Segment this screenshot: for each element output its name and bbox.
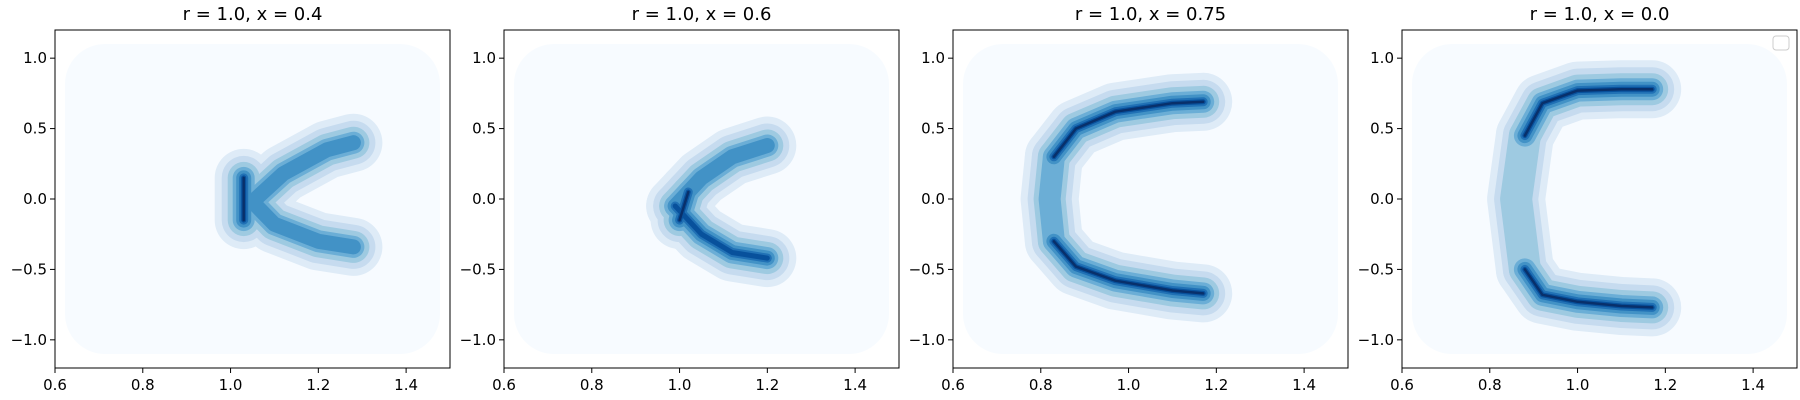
density-contour — [1052, 240, 1205, 295]
density-contour — [245, 135, 361, 210]
x-tick-label: 0.8 — [1029, 376, 1053, 394]
chart-panel: 0.6 0.8 1.0 1.2 1.4 −1.0 −0.5 0.0 0.5 1.0 r = 1.0,… — [1358, 4, 1798, 394]
y-tick-label: 0.5 — [921, 120, 945, 138]
y-tick-label: −1.0 — [11, 331, 47, 349]
density-contour — [1500, 119, 1541, 286]
y-tick-label: 0.5 — [1370, 120, 1394, 138]
y-tick-label: 1.0 — [23, 49, 47, 67]
y-tick-label: −0.5 — [460, 260, 496, 278]
density-contour — [672, 203, 770, 261]
y-tick-label: −0.5 — [909, 260, 945, 278]
contour-region — [514, 44, 889, 354]
x-tick-label: 1.2 — [1653, 376, 1677, 394]
x-tick-label: 0.6 — [492, 376, 516, 394]
density-contour — [1052, 100, 1205, 159]
y-tick-label: 0.0 — [23, 190, 47, 208]
x-tick-label: 1.2 — [755, 376, 779, 394]
panel-title: r = 1.0, x = 0.4 — [183, 4, 323, 25]
y-tick-label: 0.5 — [23, 120, 47, 138]
x-tick-label: 1.4 — [1741, 376, 1765, 394]
y-tick-label: 1.0 — [921, 49, 945, 67]
panel-title: r = 1.0, x = 0.0 — [1530, 4, 1670, 25]
chart-panel: 0.6 0.8 1.0 1.2 1.4 −1.0 −0.5 0.0 0.5 1.0 r = 1.0,… — [909, 4, 1349, 394]
y-tick-label: −1.0 — [460, 331, 496, 349]
contour-region — [1412, 44, 1787, 354]
legend-box — [1772, 35, 1790, 51]
x-tick-label: 0.8 — [1478, 376, 1502, 394]
x-tick-label: 0.6 — [43, 376, 67, 394]
density-contour — [1038, 145, 1065, 253]
x-tick-label: 1.0 — [668, 376, 692, 394]
y-tick-label: 0.0 — [1370, 190, 1394, 208]
y-tick-label: 1.0 — [1370, 49, 1394, 67]
x-tick-label: 0.6 — [941, 376, 965, 394]
density-contour — [1523, 268, 1654, 309]
panel-title: r = 1.0, x = 0.6 — [632, 4, 772, 25]
y-tick-label: −0.5 — [11, 260, 47, 278]
y-tick-label: −0.5 — [1358, 260, 1394, 278]
chart-panel: 0.6 0.8 1.0 1.2 1.4 −1.0 −0.5 0.0 0.5 1.0 r = 1.0,… — [460, 4, 900, 394]
x-tick-label: 0.8 — [131, 376, 155, 394]
y-tick-label: 1.0 — [472, 49, 496, 67]
chart-panel: 0.6 0.8 1.0 1.2 1.4 −1.0 −0.5 0.0 0.5 1.0 r = 1.0,… — [11, 4, 451, 394]
x-tick-label: 1.2 — [306, 376, 330, 394]
y-tick-label: 0.5 — [472, 120, 496, 138]
y-tick-label: −1.0 — [909, 331, 945, 349]
contour-region — [65, 44, 440, 354]
contour-region — [963, 44, 1338, 354]
x-tick-label: 0.6 — [1390, 376, 1414, 394]
y-tick-label: −1.0 — [1358, 331, 1394, 349]
x-tick-label: 1.2 — [1204, 376, 1228, 394]
panel-title: r = 1.0, x = 0.75 — [1075, 4, 1226, 25]
x-tick-label: 1.0 — [1566, 376, 1590, 394]
density-contour — [1523, 87, 1654, 137]
x-tick-label: 1.0 — [219, 376, 243, 394]
x-tick-label: 1.0 — [1117, 376, 1141, 394]
density-contour — [245, 194, 361, 255]
x-tick-label: 1.4 — [843, 376, 867, 394]
y-tick-label: 0.0 — [921, 190, 945, 208]
density-contour — [678, 190, 690, 222]
x-tick-label: 1.4 — [394, 376, 418, 394]
x-tick-label: 0.8 — [580, 376, 604, 394]
x-tick-label: 1.4 — [1292, 376, 1316, 394]
y-tick-label: 0.0 — [472, 190, 496, 208]
